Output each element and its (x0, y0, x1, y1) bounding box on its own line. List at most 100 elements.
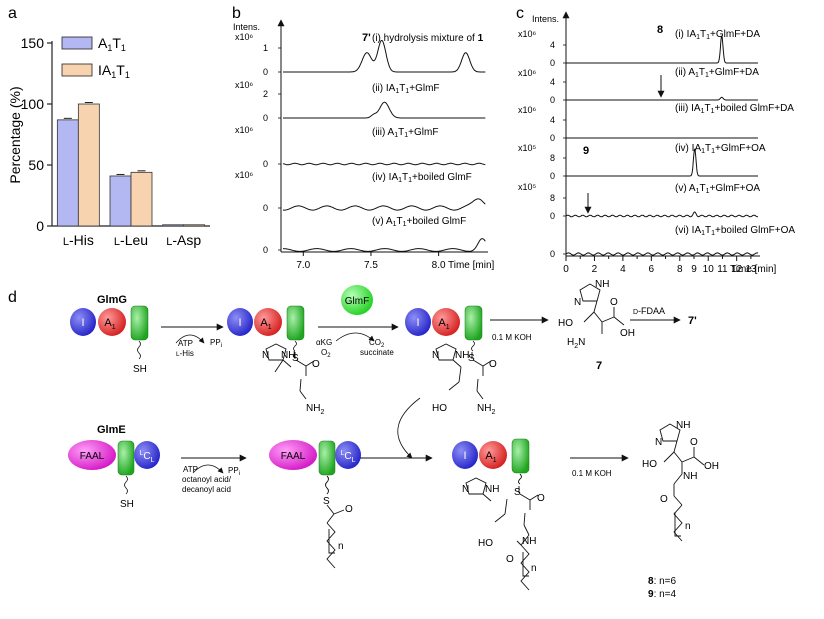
domain-a1-circle (98, 308, 126, 336)
acyl-hydroxy-his-bonds (465, 473, 539, 591)
product-n-label: N (655, 437, 662, 448)
chromatogram-b-2 (283, 101, 486, 119)
xtick-label: 4 (620, 264, 626, 275)
panel-a-category-label: L-Asp (166, 232, 201, 248)
chromatogram-c-4 (566, 148, 758, 177)
akg-label: αKG (316, 338, 332, 347)
hydroxy-nh-label: NH (455, 350, 469, 361)
trace-label: (iv) IA1T1+boiled GlmF (372, 172, 472, 184)
ytick-label: 4 (550, 40, 555, 50)
acyl-o-label: O (345, 504, 353, 515)
domain-a1-circle-2 (254, 308, 282, 336)
trace-label: (iii) A1T1+GlmF (372, 127, 438, 139)
xtick-label: 7.5 (364, 260, 378, 271)
product-n-subscript: n (685, 521, 691, 532)
acyl-n-subscript: n (338, 541, 344, 552)
panel-a-ytick-label: 100 (21, 96, 45, 112)
product-7p-label: 7' (688, 315, 697, 327)
compound-7: NH N HO O OH H2N 7 (558, 279, 635, 372)
domain-i-label-2: I (238, 317, 241, 329)
lhis-label: L-His (176, 349, 194, 358)
domain-i-label-3: I (416, 317, 419, 329)
panel-d-letter: d (8, 289, 17, 306)
domain-faal-label-2: FAAL (281, 451, 306, 462)
koh-label-2: 0.1 M KOH (572, 469, 612, 478)
acyl-hydroxy-o-label: O (537, 493, 545, 504)
arrow-2-curve (335, 332, 375, 342)
ytick-label: 0 (550, 211, 555, 221)
domain-lcl-label: LCL (139, 450, 154, 464)
compound-7-o: O (610, 297, 618, 308)
trace-label: (vi) IA1T1+boiled GlmF+OA (675, 225, 795, 237)
bar-a1t1-1 (109, 175, 132, 227)
ytick-label: 0 (550, 249, 555, 259)
xtick-label: 6 (649, 264, 655, 275)
xtick-label: 8 (677, 264, 683, 275)
xtick-label: 13 (745, 264, 757, 275)
glme-label: GlmE (97, 424, 126, 436)
compound-7-nh: NH (595, 279, 609, 290)
compound-7-ho: HO (558, 318, 573, 329)
compound-7-n: N (574, 297, 581, 308)
ytick-label: 0 (550, 133, 555, 143)
domain-t-rect-2 (286, 305, 305, 341)
domain-t-rect-4 (511, 438, 530, 474)
trace-label: (v) A1T1+GlmF+OA (675, 183, 760, 195)
product-o-label: O (690, 437, 698, 448)
hydroxy-o-label: O (489, 359, 497, 370)
panel-b-intens-label: Intens. (233, 22, 260, 32)
ytick-label: 8 (550, 153, 555, 163)
product-8-label: 8: n=6 (648, 576, 677, 587)
xtick-label: 10 (703, 264, 715, 275)
scale-label: x10⁶ (518, 105, 537, 115)
hydroxy-nh2-label: NH2 (477, 403, 495, 416)
domain-i-circle-2 (227, 308, 253, 336)
scale-label: x10⁶ (518, 68, 537, 78)
domain-lcl-circle (134, 441, 160, 469)
decanoyl-label: decanoyl acid (182, 485, 231, 494)
sh-label: SH (133, 364, 147, 375)
trace-label: (ii) A1T1+GlmF+DA (675, 67, 759, 79)
domain-i-label: I (81, 317, 84, 329)
xtick-label: 8.0 (432, 260, 446, 271)
co2-label: CO2 (369, 338, 385, 349)
panel-b-traces: (i) hydrolysis mixture of 1 (ii) IA1T1+Gl… (235, 32, 486, 271)
xtick-label: 0 (563, 264, 569, 275)
acyl-hydroxy-nh-label-2: NH (522, 536, 536, 547)
panel-c-peak9-label: 9 (583, 145, 589, 157)
panel-a-axes: 0 50 100 150 L-His L-Leu L-Asp (21, 35, 210, 248)
chromatogram-c-1 (566, 35, 758, 64)
panel-d: d GlmG I A1 SH ATP L-His PPi I A1 N (8, 279, 719, 600)
succinate-label: succinate (360, 348, 394, 357)
panel-c-letter: c (516, 5, 524, 22)
compound-7-bonds (579, 283, 625, 334)
his-structure-bonds (265, 343, 315, 400)
legend-swatch-a1t1 (61, 36, 93, 50)
scale-label: x10⁶ (235, 32, 254, 42)
panel-c-xunit: Time [min] (730, 264, 777, 275)
domain-i-circle-3 (405, 308, 431, 336)
domain-t-rect-3 (464, 305, 483, 341)
glmg-module: I A1 SH (70, 305, 149, 375)
chromatogram-b-4 (282, 198, 486, 211)
domain-a1-label-3: A1 (438, 317, 449, 331)
trace-label: (ii) IA1T1+GlmF (372, 83, 440, 95)
bar-a1t1-0 (56, 119, 79, 227)
panel-c-peak8-label: 8 (657, 24, 663, 36)
his-nh-label: NH (281, 350, 295, 361)
o2-label: O2 (321, 348, 331, 359)
chromatogram-c-5 (565, 211, 758, 218)
domain-lcl-circle-2 (335, 441, 361, 469)
panel-a: a Percentage (%) 0 50 100 150 L-His L-Leu L-As… (7, 5, 210, 248)
product-ho-label: HO (642, 459, 657, 470)
trace-label: (iv) IA1T1+GlmF+OA (675, 143, 766, 155)
panel-a-letter: a (8, 5, 17, 22)
compound-7-label: 7 (596, 360, 602, 372)
acyl-hydroxy-s-label: S (514, 487, 521, 498)
bar-a1t1-2 (162, 224, 185, 227)
panel-c: c Intens. 8 9 (i) IA1T1+GlmF+DA (ii) A1T1… (516, 5, 795, 275)
ytick-label: 0 (263, 245, 268, 255)
ytick-label: 1 (263, 43, 268, 53)
his-n-label: N (262, 350, 269, 361)
bar-ia1t1-2 (183, 224, 206, 227)
